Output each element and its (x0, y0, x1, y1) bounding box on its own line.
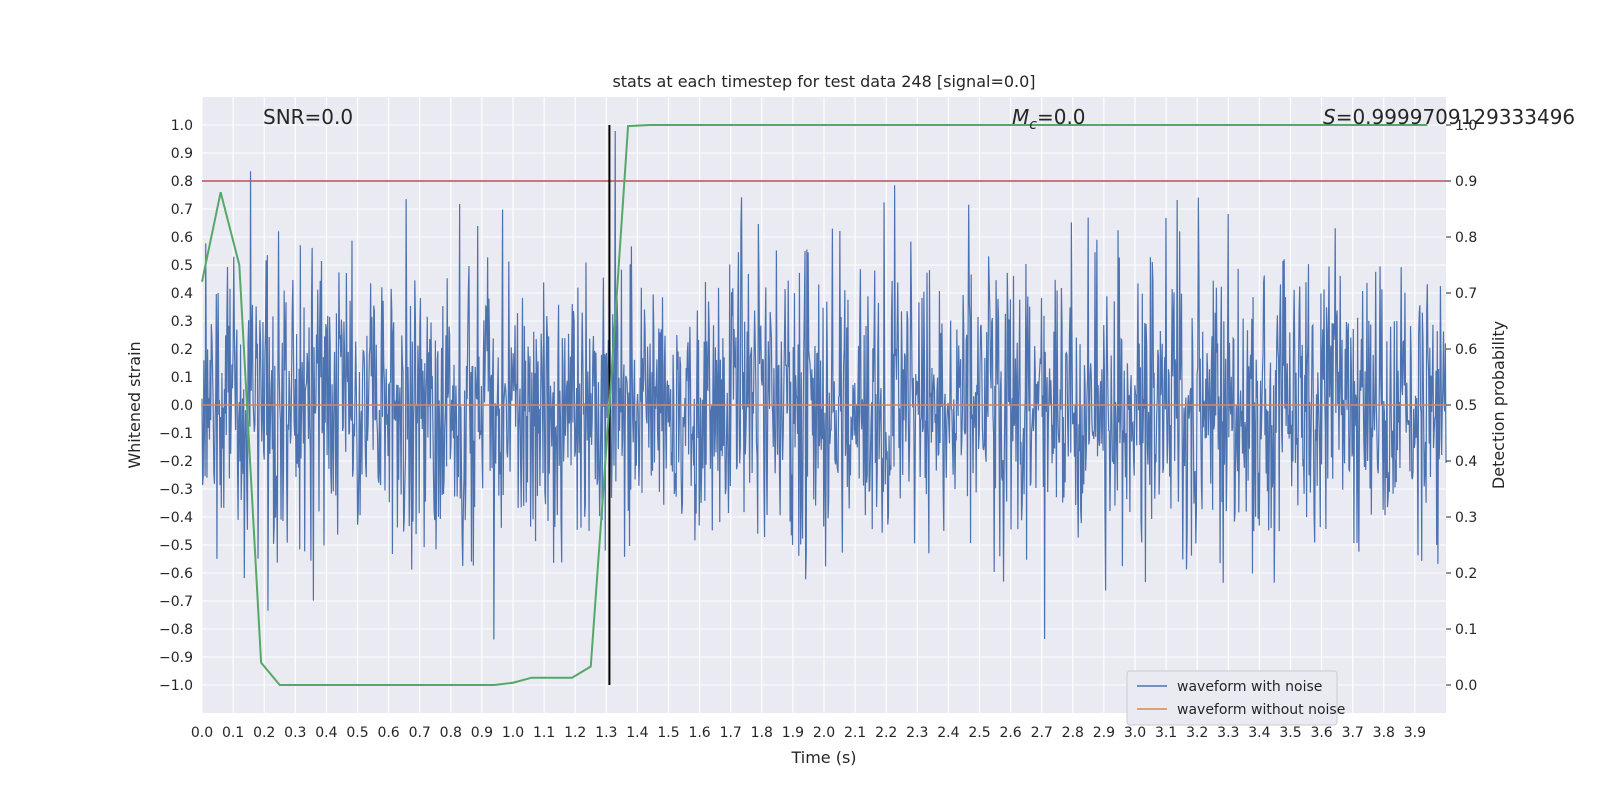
mc-subscript: c (1029, 117, 1037, 133)
y-tick-label-left: 0.9 (171, 146, 193, 162)
x-tick-label: 3.9 (1404, 725, 1426, 741)
y-tick-label-right: 0.3 (1455, 510, 1477, 526)
x-tick-label: 2.5 (968, 725, 990, 741)
x-tick-label: 3.8 (1373, 725, 1395, 741)
y-tick-label-left: 0.0 (171, 398, 193, 414)
legend-entry-with-noise: waveform with noise (1177, 679, 1322, 695)
y-tick-label-left: −0.3 (159, 482, 193, 498)
legend-entry-without-noise: waveform without noise (1177, 702, 1345, 718)
x-tick-label: 0.5 (346, 725, 368, 741)
y-tick-label-left: 0.8 (171, 174, 193, 190)
waveform-with-noise-series (201, 130, 1447, 640)
y-tick-label-right: 0.2 (1455, 566, 1477, 582)
x-tick-label: 0.0 (191, 725, 213, 741)
chirp-mass-annotation: Mc=0.0 (1012, 105, 1086, 133)
y-axis-label-left: Whitened strain (125, 341, 144, 468)
y-tick-label-left: 1.0 (171, 118, 193, 134)
score-annotation: S=0.9999709129333496 (1323, 105, 1575, 129)
y-tick-label-left: −0.8 (159, 622, 193, 638)
x-tick-label: 2.0 (813, 725, 835, 741)
x-tick-label: 2.7 (1031, 725, 1053, 741)
y-tick-label-right: 0.8 (1455, 230, 1477, 246)
y-tick-label-left: −0.2 (159, 454, 193, 470)
x-tick-label: 3.3 (1217, 725, 1239, 741)
y-tick-label-right: 0.5 (1455, 398, 1477, 414)
y-tick-label-left: 0.6 (171, 230, 193, 246)
lines-layer (201, 124, 1446, 686)
x-tick-label: 1.9 (782, 725, 804, 741)
x-tick-label: 3.0 (1124, 725, 1146, 741)
x-tick-label: 2.2 (875, 725, 897, 741)
legend-box (1126, 670, 1338, 726)
y-tick-label-left: −0.7 (159, 594, 193, 610)
x-tick-label: 1.8 (751, 725, 773, 741)
x-tick-label: 3.5 (1279, 725, 1301, 741)
y-tick-label-right: 0.0 (1455, 678, 1477, 694)
y-tick-label-left: 0.2 (171, 342, 193, 358)
y-tick-label-right: 0.1 (1455, 622, 1477, 638)
y-tick-label-right: 1.0 (1455, 118, 1477, 134)
y-tick-label-left: −0.4 (159, 510, 193, 526)
x-tick-label: 0.2 (253, 725, 275, 741)
x-tick-label: 3.1 (1155, 725, 1177, 741)
y-tick-label-left: −0.9 (159, 650, 193, 666)
x-tick-label: 3.2 (1186, 725, 1208, 741)
x-tick-label: 2.8 (1062, 725, 1084, 741)
waveform-with-noise-line (201, 130, 1447, 640)
y-tick-label-right: 0.7 (1455, 286, 1477, 302)
s-symbol: S (1323, 105, 1336, 129)
y-tick-label-right: 0.6 (1455, 342, 1477, 358)
x-tick-label: 0.6 (377, 725, 399, 741)
x-tick-label: 2.4 (937, 725, 959, 741)
x-tick-label: 0.7 (409, 725, 431, 741)
y-tick-label-left: −0.6 (159, 566, 193, 582)
y-tick-label-left: 0.1 (171, 370, 193, 386)
y-tick-label-left: −1.0 (159, 678, 193, 694)
chart-title: stats at each timestep for test data 248… (612, 72, 1035, 91)
detection-probability-line (201, 124, 1428, 686)
y-tick-label-left: −0.5 (159, 538, 193, 554)
x-tick-label: 1.3 (595, 725, 617, 741)
x-tick-label: 2.1 (844, 725, 866, 741)
y-tick-label-left: 0.3 (171, 314, 193, 330)
x-tick-label: 2.6 (999, 725, 1021, 741)
y-tick-label-left: 0.7 (171, 202, 193, 218)
y-tick-label-right: 0.4 (1455, 454, 1477, 470)
x-tick-label: 1.4 (626, 725, 648, 741)
y-tick-label-left: 0.4 (171, 286, 193, 302)
y-tick-label-left: 0.5 (171, 258, 193, 274)
x-tick-label: 3.4 (1248, 725, 1270, 741)
x-tick-label: 1.7 (720, 725, 742, 741)
x-tick-label: 3.7 (1342, 725, 1364, 741)
x-tick-label: 0.3 (284, 725, 306, 741)
x-axis-label: Time (s) (790, 748, 856, 767)
ticks-layer: 0.0 0.1 0.2 0.3 0.4 0.5 0.6 0.7 0.8 0.9 1.0 1.1 1.2 1… (159, 118, 1477, 741)
legend: waveform with noise waveform without noi… (1126, 670, 1345, 726)
x-tick-label: 1.5 (657, 725, 679, 741)
y-axis-label-right: Detection probability (1489, 321, 1508, 489)
s-value: =0.9999709129333496 (1336, 105, 1575, 129)
x-tick-label: 0.9 (471, 725, 493, 741)
x-tick-label: 2.9 (1093, 725, 1115, 741)
x-tick-label: 0.4 (315, 725, 337, 741)
x-tick-label: 0.8 (440, 725, 462, 741)
mc-value: =0.0 (1037, 105, 1086, 129)
x-tick-label: 2.3 (906, 725, 928, 741)
x-tick-label: 1.2 (564, 725, 586, 741)
y-tick-label-right: 0.9 (1455, 174, 1477, 190)
snr-annotation: SNR=0.0 (263, 105, 353, 129)
x-tick-label: 0.1 (222, 725, 244, 741)
x-tick-label: 1.1 (533, 725, 555, 741)
x-tick-label: 1.0 (502, 725, 524, 741)
mc-symbol: M (1012, 105, 1029, 129)
y-tick-label-left: −0.1 (159, 426, 193, 442)
x-tick-label: 3.6 (1310, 725, 1332, 741)
x-tick-label: 1.6 (688, 725, 710, 741)
